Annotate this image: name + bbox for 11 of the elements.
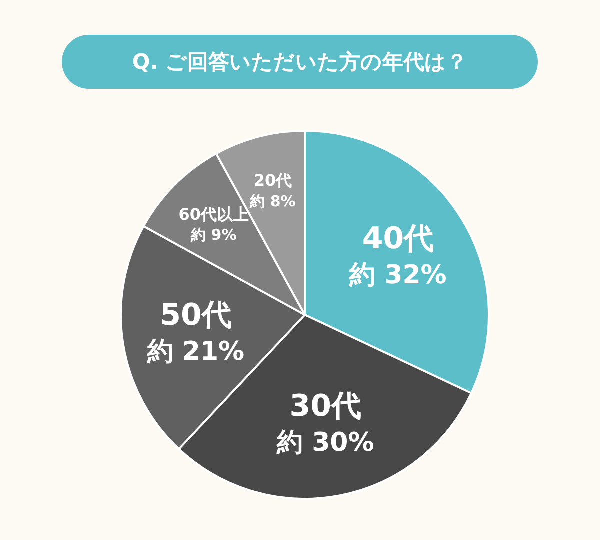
data-label: 約 8% xyxy=(249,192,296,210)
slice-label: 50代 xyxy=(160,298,232,333)
slice-label: 30代 xyxy=(290,388,362,424)
slice-label: 40代 xyxy=(362,221,434,256)
data-label: 約 32% xyxy=(348,260,447,290)
slice-label: 20代 xyxy=(254,171,292,190)
data-label: 約 9% xyxy=(190,226,237,244)
chart-title: Q. ご回答いただいた方の年代は？ xyxy=(62,35,538,89)
slice-label: 60代以上 xyxy=(178,204,250,224)
data-label: 約 30% xyxy=(276,428,374,458)
data-label: 約 21% xyxy=(146,336,245,367)
